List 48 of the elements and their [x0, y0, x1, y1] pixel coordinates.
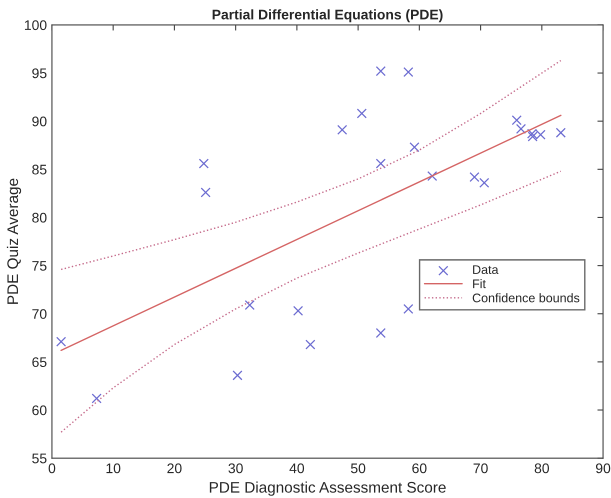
x-tick-label: 10 — [106, 463, 120, 474]
point — [293, 306, 304, 316]
point — [376, 328, 386, 338]
point — [337, 124, 348, 135]
point — [479, 178, 490, 188]
point — [92, 393, 102, 404]
legend-label: Data — [473, 265, 498, 274]
y-tick-label: 90 — [32, 116, 47, 126]
x-tick-label: 50 — [350, 463, 366, 474]
point — [403, 304, 414, 314]
x-tick-label: 60 — [412, 463, 427, 474]
x-tick-label: 0 — [48, 463, 56, 474]
y-tick-label: 70 — [32, 309, 47, 319]
point — [516, 124, 526, 134]
y-axis-title: PDE Quiz Average — [6, 178, 22, 304]
y-tick-label: 60 — [32, 405, 47, 416]
point — [356, 108, 367, 118]
x-tick-label: 90 — [596, 463, 610, 474]
point — [56, 336, 66, 347]
y-tick-label: 80 — [32, 212, 47, 223]
point — [469, 172, 480, 182]
point — [232, 370, 242, 380]
point — [403, 67, 414, 78]
point — [200, 187, 211, 198]
y-tick-label: 55 — [32, 454, 46, 464]
y-tick-label: 95 — [32, 68, 46, 78]
point — [376, 158, 386, 169]
point — [376, 66, 386, 76]
chart-title: Partial Differential Equations (PDE) — [212, 9, 443, 22]
point — [427, 171, 438, 182]
point — [512, 115, 522, 126]
x-tick-label: 70 — [474, 463, 488, 474]
x-axis-title: PDE Diagnostic Assessment Score — [210, 482, 446, 496]
x-tick-label: 30 — [228, 463, 243, 474]
legend-label: Confidence bounds — [472, 293, 580, 302]
point — [198, 158, 209, 169]
point — [305, 340, 316, 350]
legend-label: Fit — [473, 279, 486, 288]
y-tick-label: 75 — [32, 261, 46, 271]
y-tick-label: 85 — [32, 164, 46, 174]
x-tick-label: 80 — [534, 463, 550, 474]
point — [556, 128, 566, 138]
y-tick-label: 65 — [32, 357, 46, 368]
x-tick-label: 40 — [289, 463, 304, 474]
point — [244, 300, 255, 310]
y-tick-label: 100 — [24, 20, 47, 30]
point — [409, 142, 420, 152]
x-tick-label: 20 — [167, 463, 182, 474]
